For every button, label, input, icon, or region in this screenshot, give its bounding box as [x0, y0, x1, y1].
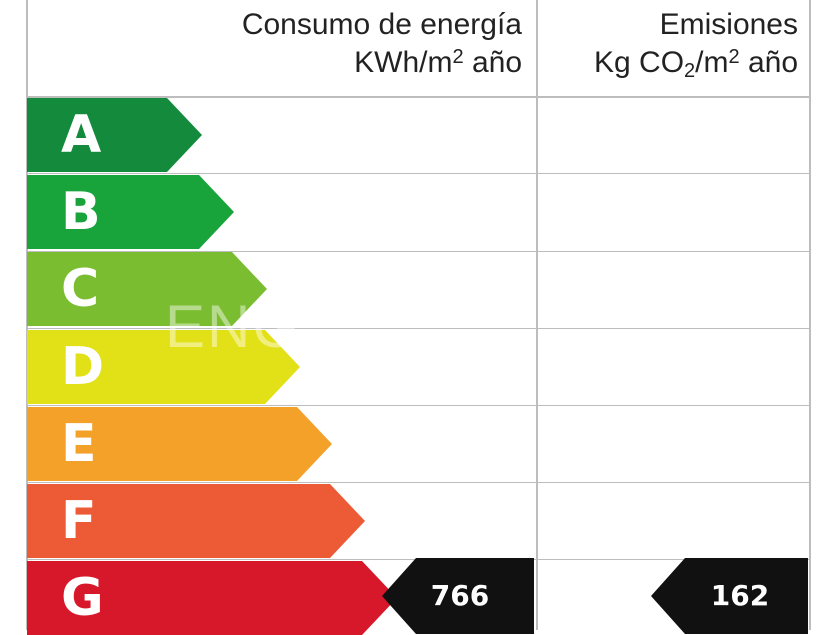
right-border [809, 0, 811, 630]
rating-bar-a: A [27, 98, 202, 172]
emisiones-unit: Kg CO2/m2 año [594, 46, 798, 82]
rating-letter: F [61, 491, 97, 551]
rating-bar-c: C [27, 252, 267, 326]
row-divider [26, 173, 811, 174]
rating-bar-d: D [27, 330, 300, 404]
rating-letter: E [61, 414, 97, 474]
rating-arrow-shape [27, 98, 202, 172]
rating-bar-e: E [27, 407, 332, 481]
consumo-value-pointer: 766 [382, 558, 534, 634]
rating-arrow-shape [27, 561, 397, 635]
consumo-value: 766 [430, 579, 490, 612]
rating-bar-b: B [27, 175, 234, 249]
row-divider [26, 405, 811, 406]
column-divider [536, 0, 538, 630]
rating-bar-f: F [27, 484, 365, 558]
row-divider [26, 328, 811, 329]
rating-arrow-shape [27, 407, 332, 481]
rating-letter: B [61, 182, 101, 242]
emisiones-title: Emisiones [659, 8, 798, 41]
emisiones-value: 162 [710, 579, 770, 612]
rating-bar-g: G [27, 561, 397, 635]
emisiones-header: Emisiones Kg CO2/m2 año [528, 6, 798, 82]
consumo-header: Consumo de energía KWh/m2 año [102, 6, 522, 82]
rating-letter: A [61, 105, 102, 165]
rating-arrow-shape [27, 252, 267, 326]
header-divider [26, 96, 811, 98]
consumo-unit: KWh/m2 año [354, 46, 522, 79]
consumo-pointer-shape [382, 558, 534, 634]
emisiones-pointer-shape [651, 558, 808, 634]
rating-arrow-shape [27, 330, 300, 404]
rating-letter: D [61, 337, 105, 397]
emisiones-value-pointer: 162 [651, 558, 808, 634]
row-divider [26, 482, 811, 483]
rating-letter: G [61, 568, 104, 628]
rating-arrow-shape [27, 484, 365, 558]
rating-arrow-shape [27, 175, 234, 249]
rating-letter: C [61, 259, 100, 319]
consumo-title: Consumo de energía [241, 8, 522, 41]
row-divider [26, 251, 811, 252]
